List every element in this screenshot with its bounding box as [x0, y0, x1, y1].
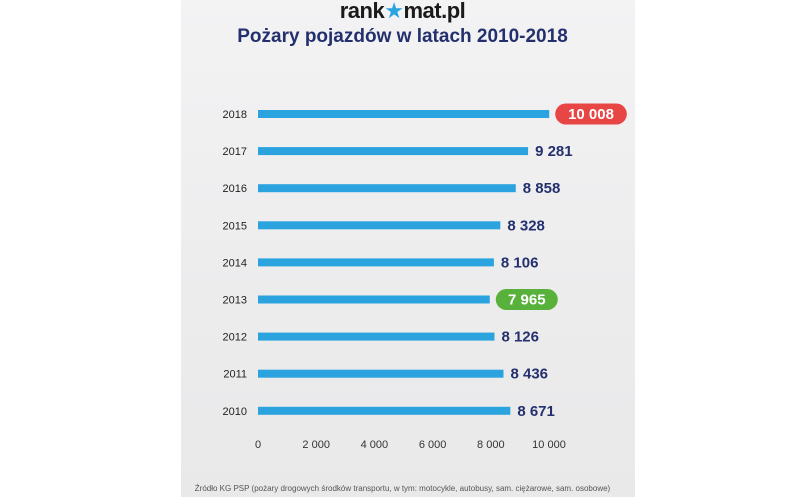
category-label: 2018 [223, 109, 247, 121]
category-label: 2014 [223, 257, 247, 269]
x-tick-label: 6 000 [419, 439, 447, 451]
bar [258, 147, 529, 156]
data-label: 10 008 [568, 106, 614, 123]
logo-suffix: mat.pl [403, 0, 466, 23]
x-tick-label: 0 [255, 439, 261, 451]
bar [258, 369, 504, 378]
category-label: 2017 [223, 146, 247, 158]
data-label: 8 106 [501, 254, 539, 271]
data-label: 8 126 [501, 329, 539, 346]
bar [258, 110, 550, 118]
bar-chart: 2018 10 008 2017 9 281 2016 8 858 2015 8 328 201… [223, 103, 627, 451]
x-tick-label: 10 000 [532, 439, 566, 451]
data-label: 8 671 [517, 403, 555, 420]
logo-prefix: rank [339, 0, 385, 23]
bar [258, 332, 495, 341]
rankomat-logo: rank★mat.pl [0, 0, 805, 24]
bar [258, 295, 490, 304]
x-tick-label: 2 000 [302, 439, 330, 451]
category-label: 2016 [223, 183, 247, 195]
data-label: 8 858 [523, 180, 561, 197]
category-label: 2010 [223, 406, 247, 418]
data-label: 8 328 [507, 217, 545, 234]
min-value-badge [495, 289, 558, 310]
data-label: 8 436 [510, 366, 548, 383]
category-label: 2015 [223, 220, 247, 232]
data-label: 9 281 [535, 143, 573, 160]
bar [258, 406, 511, 415]
bar [258, 221, 501, 230]
data-label: 7 965 [508, 292, 546, 309]
category-label: 2011 [223, 369, 247, 381]
source-note: Źródło KG PSP (pożary drogowych środków … [194, 484, 611, 493]
bar [258, 258, 494, 267]
x-tick-label: 4 000 [361, 439, 389, 451]
x-tick-label: 8 000 [477, 439, 505, 451]
max-value-badge [555, 103, 627, 125]
category-label: 2013 [223, 295, 247, 307]
bar [258, 184, 516, 193]
star-icon: ★ [384, 0, 404, 23]
chart-title: Pożary pojazdów w latach 2010-2018 [237, 26, 568, 47]
category-label: 2012 [223, 332, 247, 344]
